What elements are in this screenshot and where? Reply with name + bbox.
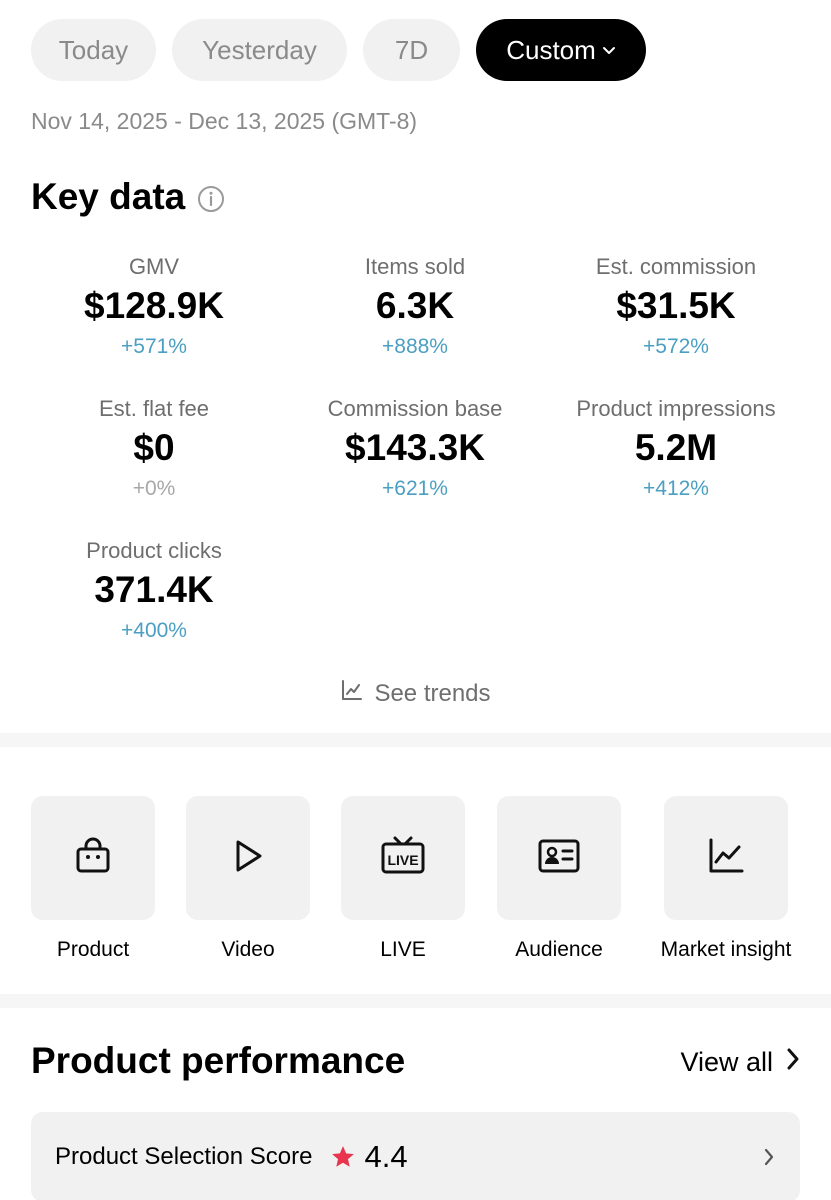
metric-value: $0 <box>133 427 175 468</box>
shortcut-label: Market insight <box>660 938 792 961</box>
live-tv-icon: LIVE <box>379 834 427 883</box>
metric-est-flat-fee: Est. flat fee $0 +0% <box>19 394 289 502</box>
shortcut-audience[interactable]: Audience <box>484 796 634 962</box>
metric-delta: +571% <box>121 335 187 358</box>
trend-chart-icon <box>340 678 364 709</box>
svg-text:LIVE: LIVE <box>387 852 418 868</box>
view-all-label: View all <box>680 1047 773 1077</box>
shortcut-video[interactable]: Video <box>173 796 323 962</box>
metric-label: Product impressions <box>576 396 776 421</box>
metric-delta: +572% <box>643 335 709 358</box>
metric-delta: +400% <box>121 619 187 642</box>
tab-yesterday[interactable]: Yesterday <box>172 19 347 81</box>
tab-today-label: Today <box>58 34 129 65</box>
score-label: Product Selection Score <box>55 1143 313 1170</box>
chevron-down-icon <box>602 45 616 55</box>
metric-commission-base: Commission base $143.3K +621% <box>280 394 550 502</box>
shortcut-label: Audience <box>515 938 603 961</box>
metric-value: $128.9K <box>84 285 224 326</box>
metric-est-commission: Est. commission $31.5K +572% <box>541 252 811 360</box>
metric-label: Est. commission <box>595 254 757 279</box>
metric-product-clicks: Product clicks 371.4K +400% <box>19 536 289 644</box>
tab-yesterday-label: Yesterday <box>202 34 317 65</box>
metric-label: Items sold <box>364 254 466 279</box>
metric-label: Product clicks <box>86 538 222 563</box>
section-divider <box>0 733 831 747</box>
shortcut-market-insight[interactable]: Market insight <box>651 796 801 962</box>
see-trends-label: See trends <box>374 679 491 707</box>
section-divider <box>0 994 831 1008</box>
shortcut-label: Product <box>56 938 130 961</box>
shortcut-video-tile[interactable] <box>186 796 310 920</box>
tab-7d-label: 7D <box>394 34 429 65</box>
shortcut-live[interactable]: LIVE LIVE <box>328 796 478 962</box>
tab-7d[interactable]: 7D <box>363 19 460 81</box>
tab-custom-label: Custom <box>506 34 596 65</box>
shortcut-product-tile[interactable] <box>31 796 155 920</box>
shortcut-label: LIVE <box>380 938 426 961</box>
play-icon <box>228 836 268 881</box>
chevron-right-icon <box>762 1146 776 1168</box>
metric-value: 5.2M <box>634 427 718 468</box>
shortcut-audience-tile[interactable] <box>497 796 621 920</box>
id-card-icon <box>537 836 581 881</box>
product-performance-title: Product performance <box>31 1040 406 1081</box>
metric-delta: +621% <box>382 477 448 500</box>
tab-today[interactable]: Today <box>31 19 156 81</box>
metric-delta: +0% <box>132 477 176 500</box>
view-all-link[interactable]: View all <box>680 1046 801 1079</box>
metric-delta: +412% <box>643 477 709 500</box>
shortcut-live-tile[interactable]: LIVE <box>341 796 465 920</box>
product-selection-score-card[interactable]: Product Selection Score 4.4 <box>31 1112 800 1200</box>
date-range-tabs: Today Yesterday 7D Custom <box>31 19 646 81</box>
metric-product-impressions: Product impressions 5.2M +412% <box>541 394 811 502</box>
metric-label: GMV <box>128 254 180 279</box>
score-value: 4.4 <box>364 1139 408 1174</box>
metric-value: $31.5K <box>616 285 736 326</box>
see-trends-link[interactable]: See trends <box>0 678 831 709</box>
shortcut-label: Video <box>221 938 275 961</box>
metric-delta: +888% <box>382 335 448 358</box>
metric-value: 6.3K <box>375 285 455 326</box>
metric-gmv: GMV $128.9K +571% <box>19 252 289 360</box>
metric-items-sold: Items sold 6.3K +888% <box>280 252 550 360</box>
tab-custom[interactable]: Custom <box>476 19 646 81</box>
shortcut-product[interactable]: Product <box>18 796 168 962</box>
date-range-text: Nov 14, 2025 - Dec 13, 2025 (GMT-8) <box>31 108 418 134</box>
star-icon <box>330 1144 356 1170</box>
metric-value: 371.4K <box>94 569 214 610</box>
shopping-bag-icon <box>73 836 113 881</box>
key-data-title: Key data <box>31 176 186 217</box>
metric-value: $143.3K <box>345 427 485 468</box>
chart-line-icon <box>706 836 746 881</box>
metric-label: Commission base <box>327 396 503 421</box>
chevron-right-icon <box>785 1046 801 1079</box>
metric-label: Est. flat fee <box>98 396 210 421</box>
info-circle-icon[interactable] <box>197 185 225 213</box>
shortcut-market-insight-tile[interactable] <box>664 796 788 920</box>
key-data-section-title: Key data <box>31 176 225 218</box>
